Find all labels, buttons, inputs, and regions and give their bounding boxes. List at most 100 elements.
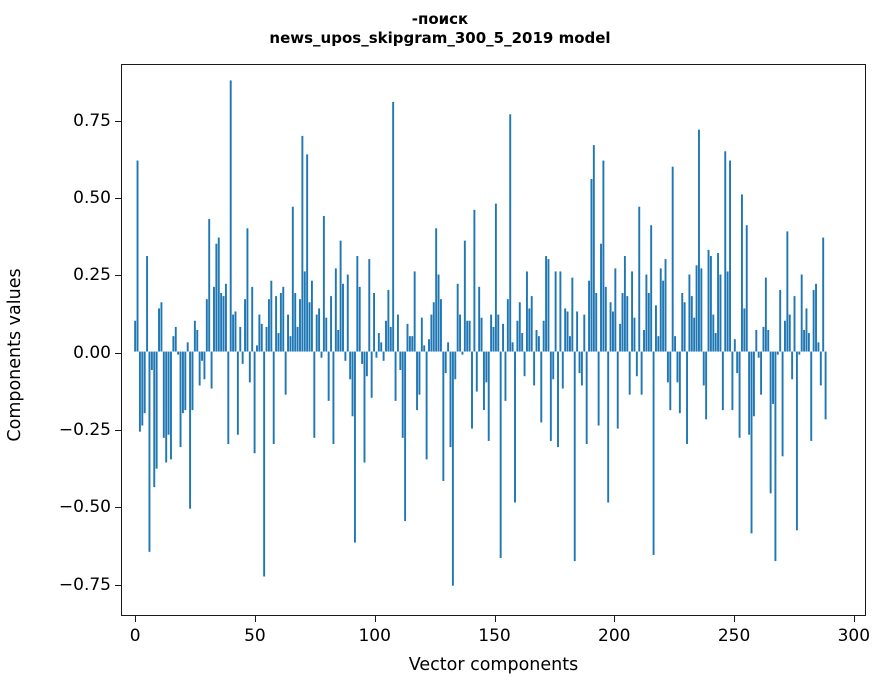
bar <box>616 351 619 429</box>
bar <box>745 225 748 352</box>
bar <box>136 160 139 352</box>
chart-title-line-2: news_upos_skipgram_300_5_2019 model <box>269 29 611 47</box>
bar <box>592 145 595 352</box>
bar <box>741 194 743 352</box>
y-tick-label: 0.25 <box>73 265 111 286</box>
bar <box>683 302 686 352</box>
bar <box>762 326 765 352</box>
bar <box>263 351 266 577</box>
bar <box>258 314 261 352</box>
bar <box>511 342 514 352</box>
bar <box>638 206 641 352</box>
bar <box>468 320 471 352</box>
bar <box>451 351 454 586</box>
bar <box>201 351 203 361</box>
y-tick-label: 0.00 <box>73 342 111 363</box>
bar <box>776 351 779 355</box>
bar <box>781 351 784 457</box>
bar <box>215 243 218 352</box>
y-tick-mark <box>115 429 122 431</box>
bar <box>805 308 808 352</box>
bar <box>731 351 734 411</box>
bar <box>497 314 500 352</box>
y-tick-mark <box>115 120 122 122</box>
bar <box>717 252 720 352</box>
bar <box>320 351 323 358</box>
bar <box>729 160 731 352</box>
bar <box>547 259 550 352</box>
bar <box>817 342 820 352</box>
bar <box>246 228 249 352</box>
bar <box>523 351 526 377</box>
bar <box>432 302 435 352</box>
bar <box>655 305 657 352</box>
bar <box>325 317 328 352</box>
bar <box>824 351 827 420</box>
bar <box>545 256 548 352</box>
bar <box>301 135 304 352</box>
bar <box>213 286 215 352</box>
bar <box>568 336 571 352</box>
bar <box>332 351 335 444</box>
bar <box>518 302 521 352</box>
bar <box>380 342 383 352</box>
bar <box>172 336 175 352</box>
bar <box>678 351 681 414</box>
bar <box>253 351 256 454</box>
bar <box>604 286 607 352</box>
x-tick-label: 50 <box>244 626 266 646</box>
bar <box>580 351 583 386</box>
bar <box>752 351 755 417</box>
bar <box>377 333 380 352</box>
bar <box>353 351 356 543</box>
bar <box>155 351 158 469</box>
bar <box>774 351 777 562</box>
bar <box>310 280 313 352</box>
chart-title: -поиск news_upos_skipgram_300_5_2019 mod… <box>0 10 880 48</box>
bar <box>358 286 361 352</box>
bar <box>361 351 364 364</box>
bar <box>748 351 751 435</box>
bar <box>162 351 165 438</box>
bar <box>165 351 168 463</box>
plot-area <box>122 65 865 615</box>
x-tick-label: 250 <box>717 626 751 646</box>
bar <box>652 351 655 555</box>
bar <box>623 256 626 352</box>
bar <box>134 320 137 352</box>
bar <box>676 351 679 383</box>
bar <box>454 351 457 380</box>
bar <box>557 351 559 448</box>
bar <box>549 351 552 441</box>
bar <box>389 326 392 352</box>
bar <box>284 351 287 395</box>
bar <box>299 299 301 352</box>
bar <box>635 351 638 377</box>
bar <box>375 351 378 358</box>
bar <box>597 351 600 426</box>
bar <box>626 296 629 352</box>
bar <box>705 351 708 420</box>
bar <box>607 351 610 503</box>
bar <box>492 326 495 352</box>
bar <box>435 228 438 352</box>
bar <box>193 320 196 352</box>
bar <box>420 317 423 352</box>
bar <box>344 351 347 361</box>
bar <box>170 351 172 460</box>
bar <box>239 326 242 352</box>
bar-series <box>134 80 827 586</box>
bar <box>807 333 810 352</box>
bar <box>248 351 251 383</box>
bar <box>232 314 235 352</box>
bar <box>554 271 557 352</box>
x-tick-label: 0 <box>129 626 141 646</box>
bar <box>423 345 426 352</box>
bar <box>666 351 669 383</box>
plot-axes: 0.75 0.50 0.25 0.00 −0.25 −0.50 −0.75 0 50 100 15… <box>59 64 870 646</box>
bar <box>270 280 273 352</box>
bar <box>812 289 815 352</box>
bar <box>456 283 459 352</box>
bar <box>819 351 822 386</box>
